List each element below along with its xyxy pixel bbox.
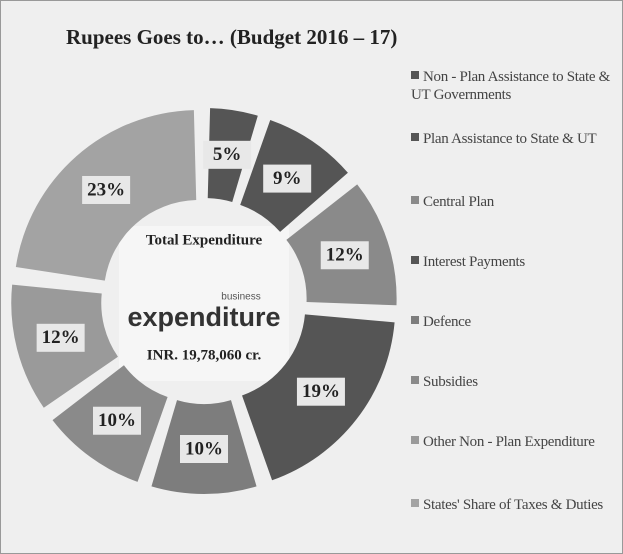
- label-box: [180, 435, 228, 463]
- center-title: Total Expenditure: [146, 232, 263, 248]
- legend-label: Non - Plan Assistance to State & UT Gove…: [411, 69, 611, 103]
- center-word: business: [221, 292, 260, 303]
- legend-item: Central Plan: [411, 193, 616, 211]
- center-value: INR. 19,78,060 cr.: [147, 347, 262, 363]
- legend-swatch: [411, 499, 419, 507]
- legend-item: Other Non - Plan Expenditure: [411, 433, 616, 451]
- legend-swatch: [411, 133, 419, 141]
- legend-swatch: [411, 196, 419, 204]
- legend-swatch: [411, 376, 419, 384]
- data-label: 9%: [273, 168, 302, 189]
- label-box: [203, 140, 252, 169]
- legend-item: Subsidies: [411, 373, 616, 391]
- center-image: [119, 226, 289, 381]
- data-label: 10%: [98, 410, 136, 431]
- legend-swatch: [411, 316, 419, 324]
- data-label: 5%: [213, 144, 242, 165]
- label-box: [36, 323, 85, 352]
- data-label: 19%: [302, 381, 340, 402]
- data-label: 12%: [326, 245, 364, 266]
- label-box: [320, 241, 369, 270]
- data-label: 10%: [185, 438, 223, 459]
- legend-label: Plan Assistance to State & UT: [423, 131, 597, 147]
- legend-swatch: [411, 71, 419, 79]
- legend-label: Central Plan: [423, 194, 494, 210]
- legend-item: Non - Plan Assistance to State & UT Gove…: [411, 68, 616, 104]
- data-label: 23%: [87, 179, 125, 200]
- center-word: expenditure: [127, 302, 280, 332]
- legend-swatch: [411, 256, 419, 264]
- legend-label: States' Share of Taxes & Duties: [423, 497, 603, 513]
- chart-title: Rupees Goes to… (Budget 2016 – 17): [66, 25, 397, 49]
- legend-item: Defence: [411, 313, 616, 331]
- data-label: 12%: [42, 327, 80, 348]
- label-box: [93, 406, 142, 435]
- label-box: [82, 175, 131, 204]
- label-box: [296, 377, 345, 406]
- legend-label: Defence: [423, 314, 471, 330]
- legend-item: States' Share of Taxes & Duties: [411, 496, 616, 514]
- legend-swatch: [411, 436, 419, 444]
- legend-label: Other Non - Plan Expenditure: [423, 434, 595, 450]
- legend-item: Interest Payments: [411, 253, 616, 271]
- legend-label: Interest Payments: [423, 254, 525, 270]
- legend-label: Subsidies: [423, 374, 478, 390]
- label-box: [263, 164, 312, 193]
- legend-item: Plan Assistance to State & UT: [411, 130, 616, 148]
